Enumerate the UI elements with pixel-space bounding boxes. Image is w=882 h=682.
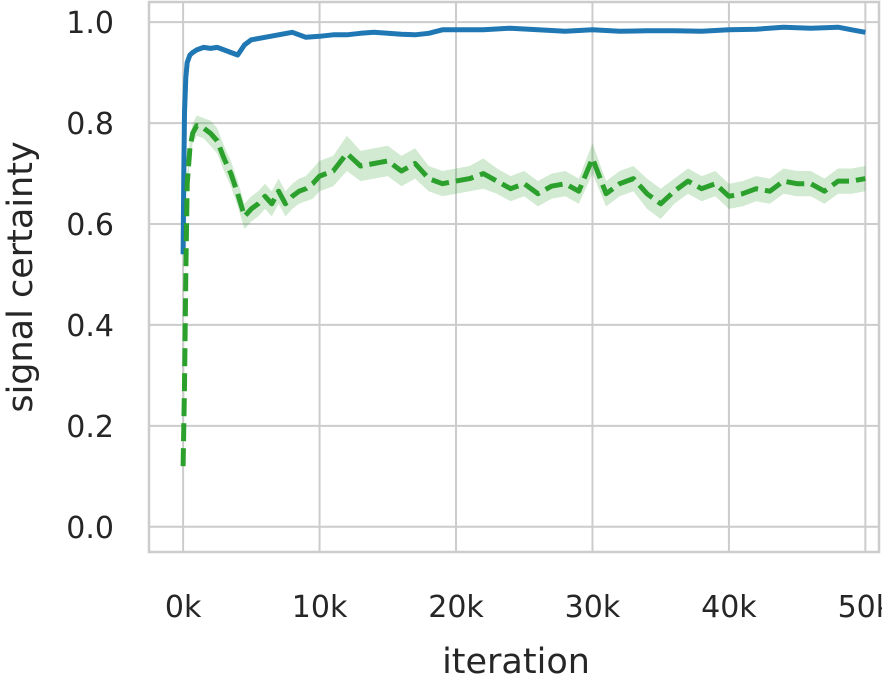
x-axis-label: iteration	[442, 642, 590, 682]
y-tick-label: 0.6	[66, 208, 114, 243]
series-2-band	[183, 115, 866, 467]
y-tick-label: 0.4	[66, 309, 114, 344]
y-tick-labels: 0.0 0.2 0.4 0.6 0.8 1.0	[66, 6, 114, 546]
series-2-line	[180, 123, 866, 467]
x-tick-label: 50k	[838, 590, 882, 625]
series-1-line	[180, 24, 866, 255]
series-layer	[180, 24, 866, 467]
x-tick-label: 40k	[701, 590, 757, 625]
y-axis-label: signal certainty	[1, 141, 41, 412]
y-tick-label: 0.0	[66, 511, 114, 546]
plot-frame	[147, 0, 881, 554]
x-tick-label: 0k	[165, 590, 202, 625]
x-tick-label: 20k	[428, 590, 484, 625]
y-tick-label: 0.2	[66, 410, 114, 445]
grid	[149, 2, 879, 552]
x-tick-labels: 0k 10k 20k 30k 40k 50k	[165, 590, 882, 625]
x-tick-label: 10k	[292, 590, 348, 625]
x-tick-label: 30k	[565, 590, 621, 625]
y-tick-label: 0.8	[66, 107, 114, 142]
y-tick-label: 1.0	[66, 6, 114, 41]
